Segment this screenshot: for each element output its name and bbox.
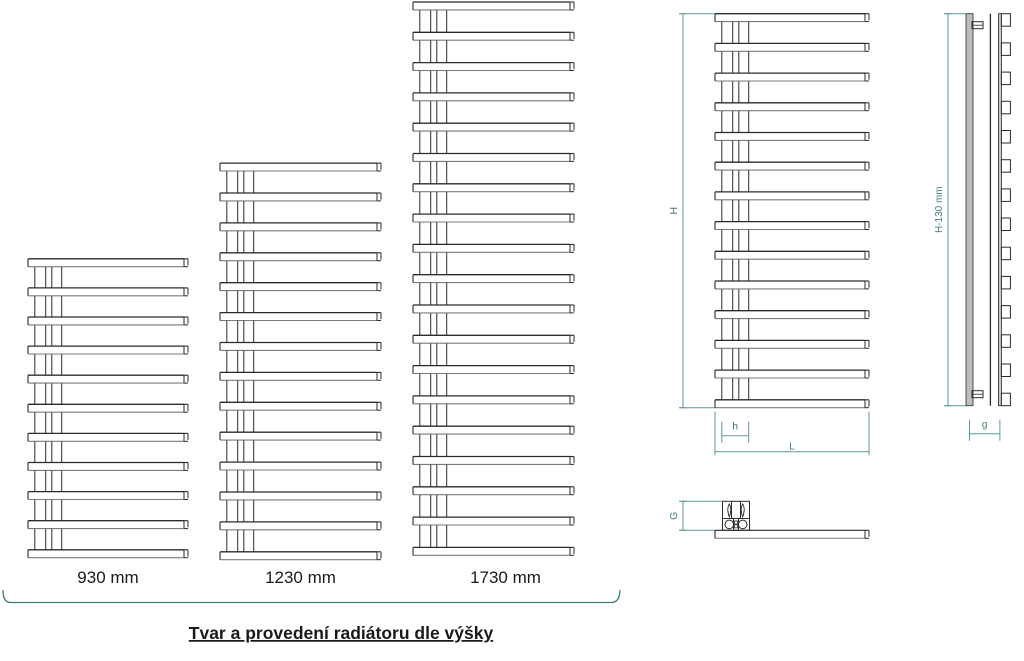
svg-text:L: L: [789, 441, 795, 453]
svg-text:Tvar a provedení radiátoru dle: Tvar a provedení radiátoru dle výšky: [189, 623, 494, 643]
svg-text:G: G: [668, 512, 680, 520]
svg-text:930 mm: 930 mm: [77, 568, 138, 587]
svg-text:H-130 mm: H-130 mm: [934, 186, 945, 233]
svg-text:1730 mm: 1730 mm: [470, 568, 541, 587]
svg-text:H: H: [668, 207, 680, 215]
svg-text:g: g: [982, 420, 988, 431]
svg-text:1230 mm: 1230 mm: [265, 568, 336, 587]
svg-text:h: h: [732, 421, 738, 433]
